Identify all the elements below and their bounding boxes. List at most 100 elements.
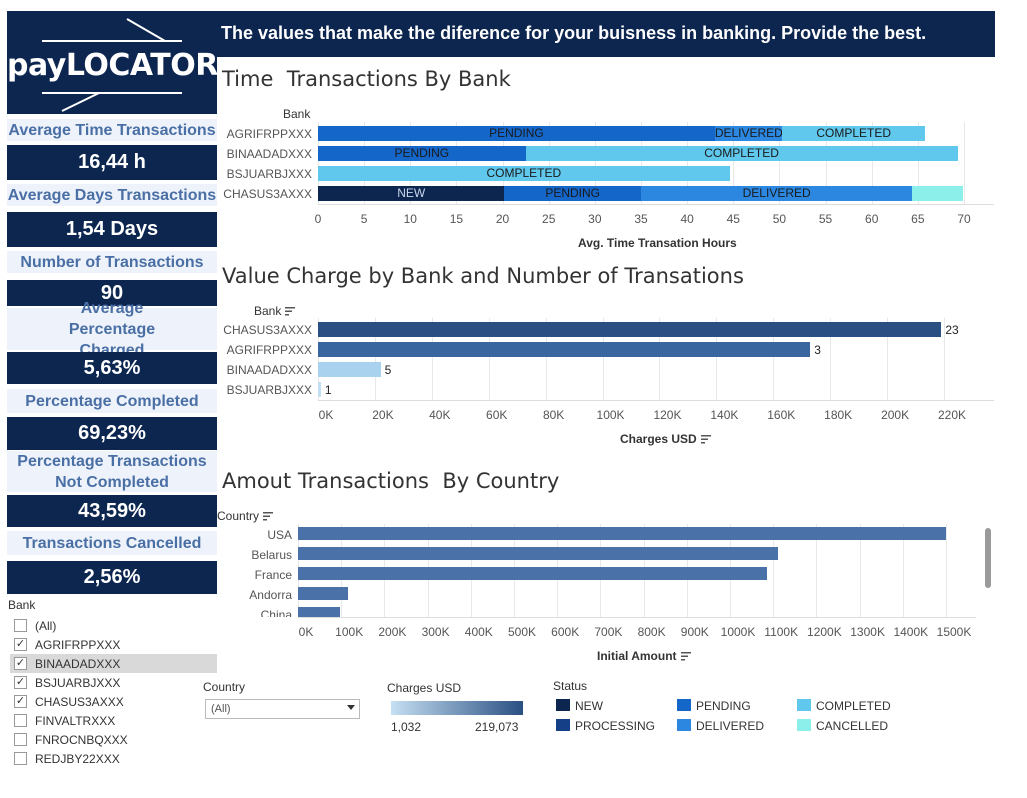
bank-filter-item-label: BINAADADXXX	[35, 656, 121, 671]
gridline	[659, 318, 661, 400]
x-tick-label: 800K	[637, 625, 666, 639]
checkbox[interactable]: ✓	[14, 676, 27, 689]
legend-label-cancelled[interactable]: CANCELLED	[816, 719, 889, 733]
gridline	[779, 122, 781, 204]
kpi-value-avg-pct-charged: 5,63%	[7, 352, 217, 384]
bank-filter-item[interactable]: FINVALTRXXX	[10, 711, 217, 730]
bar[interactable]	[318, 342, 811, 357]
bar-segment-delivered[interactable]: DELIVERED	[714, 126, 783, 141]
x-tick-label: 25	[542, 212, 556, 226]
sort-icon[interactable]	[263, 512, 274, 521]
bank-filter-item[interactable]: ✓ AGRIFRPPXXX	[10, 635, 217, 654]
bank-filter-item-label: AGRIFRPPXXX	[35, 637, 121, 652]
checkbox[interactable]	[14, 619, 27, 632]
gridline	[594, 122, 596, 204]
x-tick-label: 160K	[767, 408, 796, 422]
bar[interactable]	[298, 607, 341, 617]
kpi-label-avg-days: Average Days Transactions	[7, 184, 217, 206]
kpi-value-num-transactions: 90	[7, 280, 217, 306]
data-label: 5	[384, 363, 392, 377]
legend-label-processing[interactable]: PROCESSING	[575, 719, 656, 733]
chart3-title: Amout Transactions By Country	[222, 469, 560, 493]
legend-swatch-processing[interactable]	[556, 719, 570, 731]
bank-filter-item[interactable]: FNROCNBQXXX	[10, 730, 217, 749]
bar-segment-cancelled[interactable]	[912, 186, 964, 201]
gridline	[545, 318, 547, 400]
bar-segment-pending[interactable]: PENDING	[318, 126, 715, 141]
checkbox[interactable]: ✓	[14, 695, 27, 708]
checkbox[interactable]	[14, 714, 27, 727]
bar[interactable]	[298, 567, 767, 580]
category-label: BINAADADXXX	[226, 147, 312, 161]
x-tick-label: 55	[818, 212, 833, 226]
x-tick-label: 100K	[596, 408, 625, 422]
bar[interactable]	[318, 322, 942, 337]
category-label: CHASUS3AXXX	[223, 323, 312, 337]
x-tick-label: 220K	[937, 408, 967, 422]
chart2-xlabel-text: Charges USD	[620, 432, 697, 446]
bank-filter-item[interactable]: REDJBY22XXX	[10, 749, 217, 768]
x-tick-label: 45	[726, 212, 740, 226]
country-dropdown[interactable]: (All)	[205, 699, 360, 719]
checkbox[interactable]	[14, 752, 27, 765]
checkbox[interactable]: ✓	[14, 657, 27, 670]
bank-filter-item[interactable]: ✓ CHASUS3AXXX	[10, 692, 217, 711]
legend-swatch-delivered[interactable]	[677, 719, 691, 731]
x-tick-label: 60K	[486, 408, 508, 422]
gridline	[687, 122, 689, 204]
category-label: BSJUARBJXXX	[226, 167, 312, 181]
bank-filter-item[interactable]: ✓ BINAADADXXX	[10, 654, 217, 673]
legend-label-new[interactable]: NEW	[575, 699, 603, 713]
bar-segment-completed[interactable]: COMPLETED	[318, 166, 730, 181]
kpi-value-pct-completed: 69,23%	[7, 417, 217, 450]
bar-segment-completed[interactable]: COMPLETED	[525, 146, 958, 161]
bar-segment-pending[interactable]: PENDING	[504, 186, 641, 201]
bank-filter-item[interactable]: ✓ BSJUARBJXXX	[10, 673, 217, 692]
category-label: CHASUS3AXXX	[223, 187, 312, 201]
checkbox[interactable]: ✓	[14, 638, 27, 651]
banner: The values that make the diference for y…	[217, 11, 995, 57]
charges-legend-title: Charges USD	[387, 681, 462, 695]
legend-swatch-new[interactable]	[556, 699, 570, 711]
data-label: 1	[324, 383, 332, 397]
category-label: BSJUARBJXXX	[226, 383, 312, 397]
gridline	[318, 122, 319, 204]
bar[interactable]	[298, 587, 348, 600]
bank-filter-item[interactable]: (All)	[10, 616, 217, 635]
legend-swatch-cancelled[interactable]	[797, 719, 811, 731]
legend-label-delivered[interactable]: DELIVERED	[696, 719, 765, 733]
bar-segment-delivered[interactable]: DELIVERED	[641, 186, 913, 201]
x-tick-label: 500K	[507, 625, 537, 639]
legend-label-completed[interactable]: COMPLETED	[816, 699, 891, 713]
bar[interactable]	[318, 382, 321, 397]
kpi-label-num-transactions: Number of Transactions	[7, 251, 217, 273]
x-tick-label: 0	[314, 212, 322, 226]
gridline	[716, 318, 718, 400]
bar[interactable]	[298, 547, 778, 560]
kpi-value-cancelled: 2,56%	[7, 561, 217, 594]
chart2-category-header-label: Bank	[254, 304, 282, 318]
bar-segment-pending[interactable]: PENDING	[318, 146, 526, 161]
chart3-scrollbar[interactable]	[985, 528, 991, 588]
sort-icon[interactable]	[285, 307, 296, 316]
bar-segment-completed[interactable]: COMPLETED	[782, 126, 926, 141]
sort-icon[interactable]	[700, 435, 711, 444]
legend-swatch-pending[interactable]	[677, 699, 691, 711]
checkbox[interactable]	[14, 733, 27, 746]
gridline	[456, 122, 458, 204]
category-label: AGRIFRPPXXX	[226, 127, 312, 141]
chart2-category-header: Bank	[254, 304, 296, 318]
gridline	[502, 122, 504, 204]
bar-segment-new[interactable]: NEW	[318, 186, 505, 201]
bar[interactable]	[318, 362, 381, 377]
chart1-title: Time Transactions By Bank	[222, 67, 511, 91]
legend-label-pending[interactable]: PENDING	[696, 699, 751, 713]
gridline	[488, 318, 490, 400]
legend-swatch-completed[interactable]	[797, 699, 811, 711]
sort-icon[interactable]	[680, 652, 691, 661]
category-label: AGRIFRPPXXX	[226, 343, 312, 357]
gridline	[364, 122, 366, 204]
kpi-value-avg-time: 16,44 h	[7, 145, 217, 180]
x-tick-label: 20	[495, 212, 510, 226]
bar[interactable]	[298, 527, 946, 540]
